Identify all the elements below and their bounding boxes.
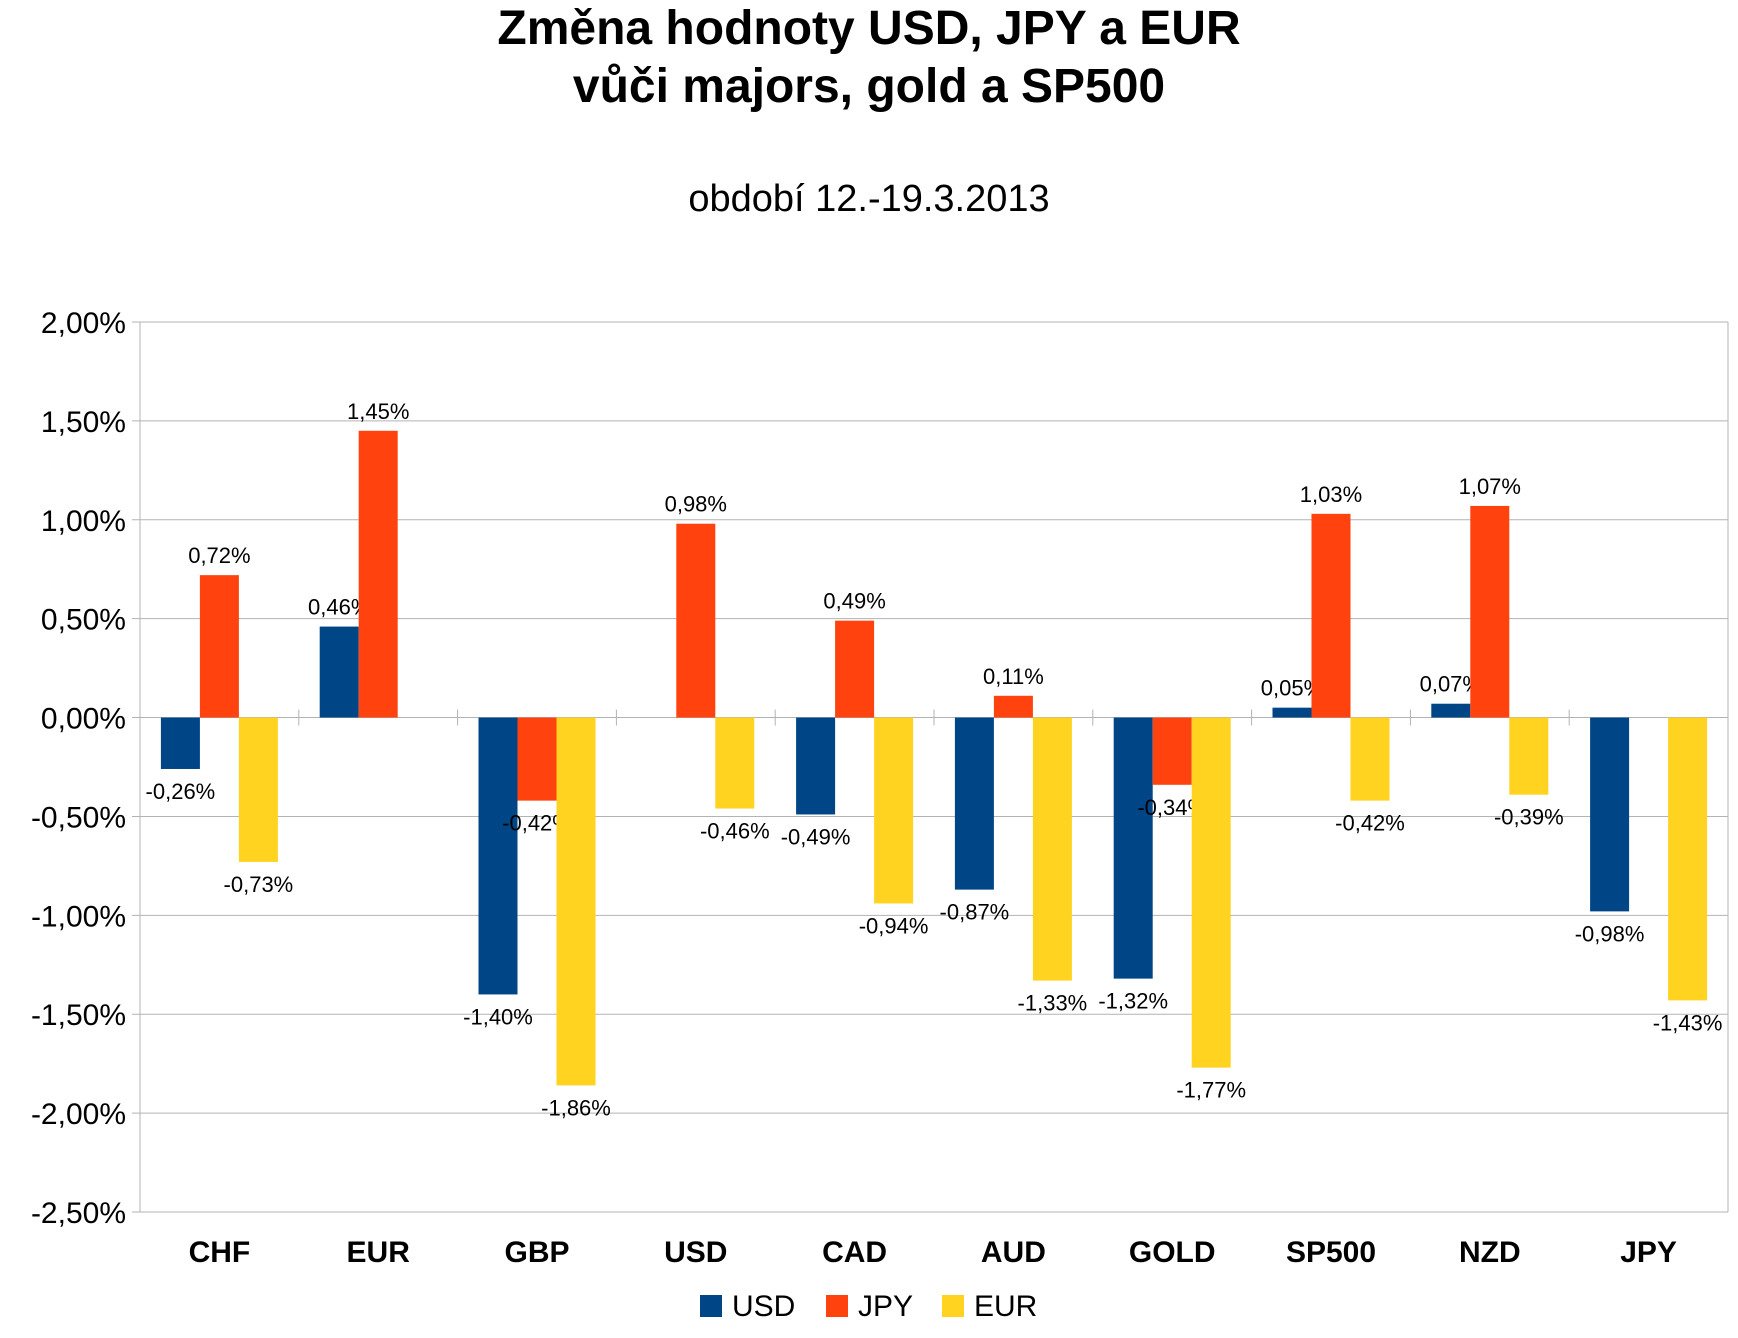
y-tick-label: 1,50% [41, 406, 126, 439]
y-tick-label: 0,50% [41, 604, 126, 637]
bar-jpy [358, 430, 398, 718]
data-label: -0,46% [700, 819, 770, 844]
y-tick-label: -2,00% [31, 1098, 126, 1131]
bar-eur [1191, 717, 1231, 1068]
bar-jpy [517, 717, 557, 801]
bar-jpy [676, 523, 716, 718]
bar-eur [1668, 717, 1708, 1001]
bar-eur [238, 717, 278, 862]
y-tick-label: -1,50% [31, 999, 126, 1032]
data-label: 1,45% [347, 399, 409, 424]
legend-label-jpy: JPY [858, 1290, 913, 1323]
bar-usd [1272, 707, 1312, 718]
data-label: 0,98% [665, 492, 727, 517]
legend-swatch-usd [700, 1295, 722, 1317]
bar-eur [715, 717, 755, 809]
data-label: -0,73% [224, 872, 294, 897]
data-label: -1,32% [1098, 989, 1168, 1014]
data-label: 0,49% [823, 589, 885, 614]
bar-eur [1032, 717, 1072, 981]
bar-usd [319, 626, 359, 718]
data-label: 1,03% [1300, 482, 1362, 507]
data-label: -0,87% [940, 900, 1010, 925]
bar-usd [1113, 717, 1153, 979]
chart-subtitle: období 12.-19.3.2013 [688, 178, 1050, 220]
bar-jpy [835, 620, 875, 718]
x-category-label: SP500 [1286, 1236, 1376, 1269]
x-category-label: EUR [347, 1236, 411, 1269]
bar-eur [1509, 717, 1549, 795]
legend-label-eur: EUR [974, 1290, 1037, 1323]
bar-usd [1590, 717, 1630, 912]
data-label: -0,26% [146, 779, 216, 804]
data-label: -0,39% [1494, 805, 1564, 830]
data-label: -1,86% [541, 1095, 611, 1120]
bar-usd [160, 717, 200, 769]
x-category-label: CAD [822, 1236, 887, 1269]
data-label: -0,49% [781, 824, 851, 849]
chart-title-line2: vůči majors, gold a SP500 [572, 60, 1166, 113]
bar-eur [556, 717, 596, 1086]
data-label: -1,33% [1018, 991, 1088, 1016]
y-tick-label: 1,00% [41, 505, 126, 538]
bar-usd [954, 717, 994, 890]
bar-usd [478, 717, 518, 995]
y-tick-label: 2,00% [41, 307, 126, 340]
y-tick-label: 0,00% [41, 703, 126, 736]
data-label: -0,98% [1575, 921, 1645, 946]
y-tick-label: -0,50% [31, 801, 126, 834]
bar-jpy [1311, 513, 1351, 718]
bar-eur [874, 717, 914, 904]
x-category-label: NZD [1459, 1236, 1521, 1269]
data-label: -1,40% [463, 1004, 533, 1029]
y-tick-label: -2,50% [31, 1197, 126, 1230]
chart-title: Změna hodnoty USD, JPY a EUR [497, 2, 1241, 55]
bar-usd [1431, 703, 1471, 718]
bar-jpy [1470, 505, 1510, 718]
bar-usd [796, 717, 836, 815]
y-tick-label: -1,00% [31, 900, 126, 933]
data-label: 1,07% [1459, 474, 1521, 499]
x-category-label: AUD [981, 1236, 1046, 1269]
bar-jpy [1152, 717, 1192, 785]
data-label: 0,72% [188, 543, 250, 568]
x-category-label: USD [664, 1236, 727, 1269]
data-label: -0,42% [1335, 811, 1405, 836]
x-category-label: GOLD [1129, 1236, 1216, 1269]
bar-jpy [993, 695, 1033, 718]
legend-swatch-jpy [826, 1295, 848, 1317]
data-label: -0,94% [859, 913, 929, 938]
x-category-label: JPY [1620, 1236, 1677, 1269]
x-category-label: CHF [189, 1236, 251, 1269]
data-label: -1,43% [1653, 1010, 1723, 1035]
legend-label-usd: USD [732, 1290, 795, 1323]
bar-eur [1350, 717, 1390, 801]
legend-swatch-eur [942, 1295, 964, 1317]
x-category-label: GBP [504, 1236, 569, 1269]
bar-jpy [199, 575, 239, 718]
data-label: 0,11% [983, 664, 1044, 689]
data-label: -1,77% [1176, 1078, 1246, 1103]
